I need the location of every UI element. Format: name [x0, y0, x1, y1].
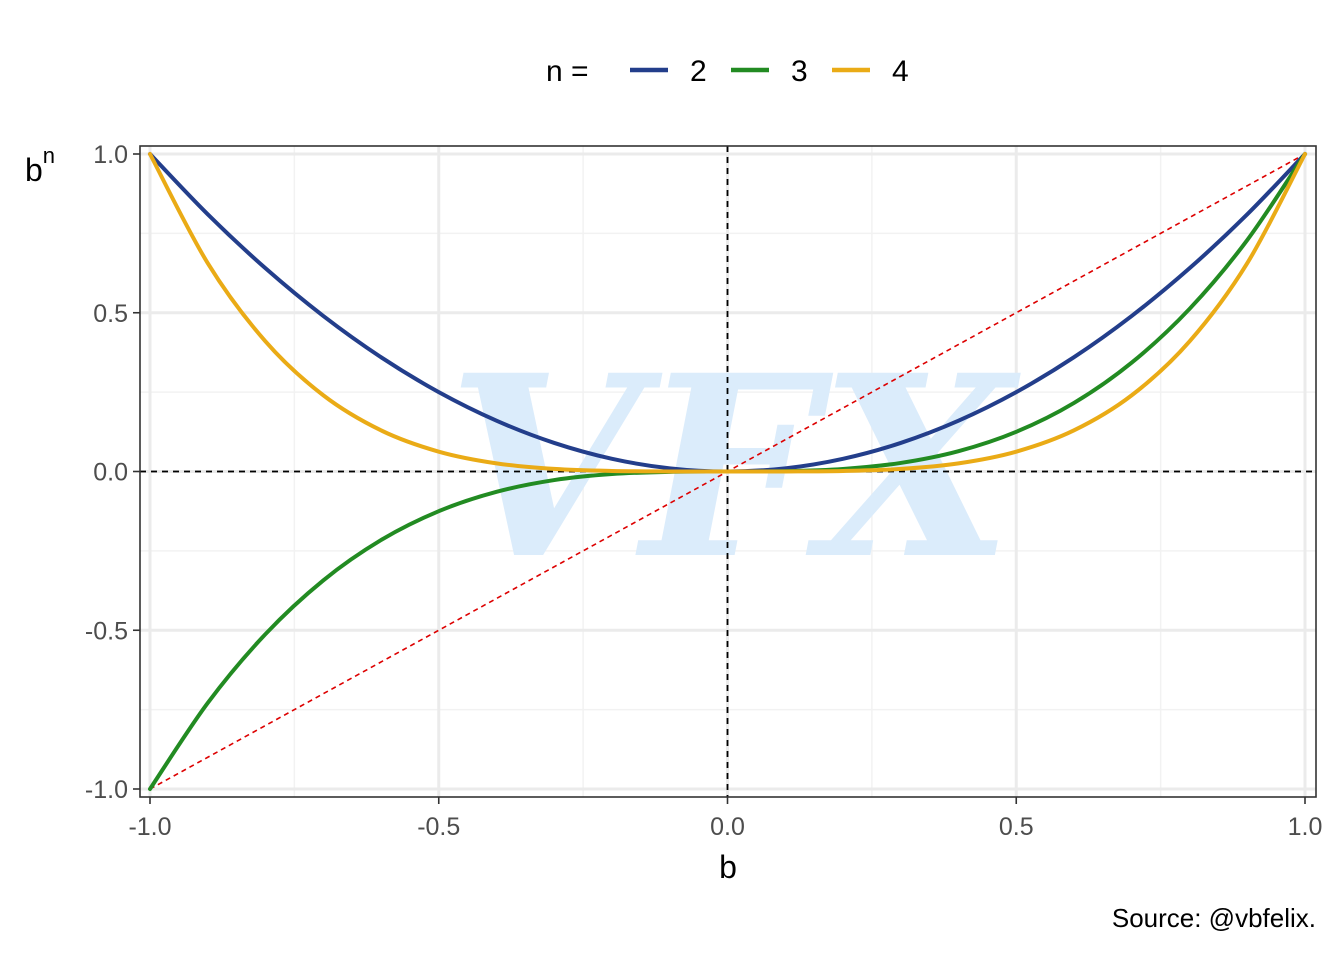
- x-tick-label: 1.0: [1288, 813, 1323, 841]
- plot-panel: VFX: [139, 145, 1317, 798]
- y-axis-title-base: b: [25, 152, 43, 188]
- legend-label-n-2: 2: [690, 55, 707, 88]
- y-tick-label: -1.0: [85, 776, 128, 804]
- legend-label-n-3: 3: [791, 55, 808, 88]
- y-axis-title: bn: [25, 143, 55, 188]
- series-lines: [148, 152, 1307, 791]
- source-caption: Source: @vbfelix.: [1112, 903, 1316, 933]
- y-tick-label: 0.5: [93, 300, 128, 328]
- y-axis-ticks: -1.0 -0.5 0.0 0.5 1.0: [85, 141, 140, 804]
- x-tick-label: -0.5: [417, 813, 460, 841]
- y-tick-label: 1.0: [93, 141, 128, 169]
- x-tick-label: 0.5: [999, 813, 1034, 841]
- legend-label-n-4: 4: [892, 55, 909, 88]
- x-axis-title: b: [719, 849, 737, 885]
- legend-title: n =: [546, 55, 589, 88]
- x-tick-label: 0.0: [710, 813, 745, 841]
- y-tick-label: -0.5: [85, 617, 128, 645]
- legend-entries: 2 3 4: [630, 55, 909, 88]
- y-tick-label: 0.0: [93, 459, 128, 487]
- x-tick-label: -1.0: [128, 813, 171, 841]
- y-axis-title-exponent: n: [43, 143, 55, 168]
- x-axis-ticks: -1.0 -0.5 0.0 0.5 1.0: [128, 797, 1322, 841]
- series-line-n-4: [148, 152, 1307, 474]
- legend: n = 2 3 4: [546, 55, 909, 88]
